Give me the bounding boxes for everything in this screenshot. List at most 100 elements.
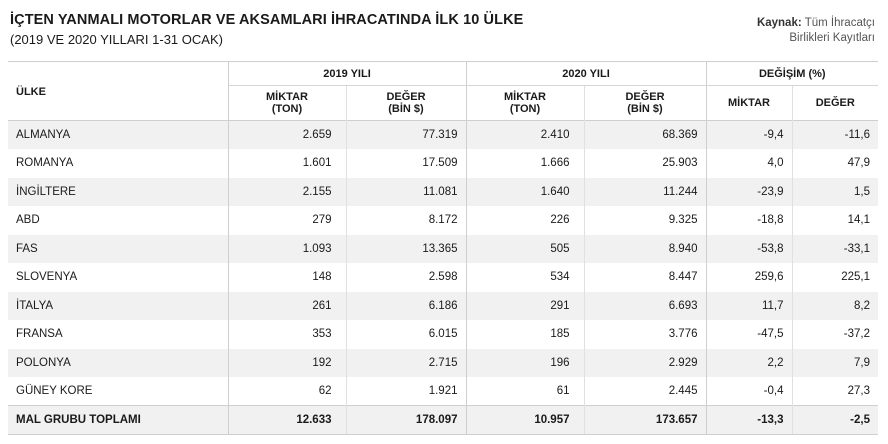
change-qty-cell: -9,4 — [705, 120, 792, 149]
value-2020-cell: 3.776 — [583, 320, 706, 349]
table-row: ROMANYA 1.601 17.509 1.666 25.903 4,0 47… — [8, 149, 878, 178]
header-2019-qty: MİKTAR (TON) — [227, 85, 346, 121]
table-row: İTALYA 261 6.186 291 6.693 11,7 8,2 — [8, 291, 878, 320]
header-country: ÜLKE — [16, 86, 46, 98]
table-row: ABD 279 8.172 226 9.325 -18,8 14,1 — [8, 206, 878, 235]
source-label: Kaynak: — [756, 17, 802, 29]
source-line-2: Birlikleri Kayıtları — [789, 32, 875, 44]
country-cell: İNGİLTERE — [8, 177, 228, 206]
change-qty-cell: -18,8 — [705, 206, 792, 235]
change-qty-cell: -47,5 — [705, 320, 792, 349]
value-2019-cell: 6.186 — [345, 291, 466, 320]
change-value-cell: 47,9 — [791, 149, 878, 178]
value-2020-cell: 2.445 — [583, 377, 706, 406]
value-2019-cell: 1.921 — [345, 377, 466, 406]
qty-2020-cell: 226 — [465, 206, 584, 235]
table-row: SLOVENYA 148 2.598 534 8.447 259,6 225,1 — [8, 263, 878, 292]
value-2020-cell: 25.903 — [583, 149, 706, 178]
value-2019-cell: 11.081 — [345, 177, 466, 206]
change-value-cell: 8,2 — [791, 291, 878, 320]
change-qty-cell: 2,2 — [705, 348, 792, 377]
value-2019-cell: 2.598 — [345, 263, 466, 292]
qty-2019-cell: 261 — [227, 291, 346, 320]
value-2020-cell: 2.929 — [583, 348, 706, 377]
change-value-cell: 7,9 — [791, 348, 878, 377]
value-2019-cell: 13.365 — [345, 234, 466, 263]
change-qty-cell: 259,6 — [705, 263, 792, 292]
export-table: ÜLKE 2019 YILI 2020 YILI DEĞİŞİM (%) MİK… — [8, 61, 878, 435]
qty-2020-cell: 1.666 — [465, 149, 584, 178]
table-subtitle: (2019 VE 2020 YILLARI 1-31 OCAK) — [10, 32, 223, 47]
value-2020-cell: 6.693 — [583, 291, 706, 320]
table-row: GÜNEY KORE 62 1.921 61 2.445 -0,4 27,3 — [8, 377, 878, 406]
total-qty-2020-cell: 10.957 — [465, 405, 584, 435]
country-cell: ALMANYA — [8, 120, 228, 149]
qty-2020-cell: 505 — [465, 234, 584, 263]
total-value-2020-cell: 173.657 — [583, 405, 706, 435]
qty-2020-cell: 185 — [465, 320, 584, 349]
source-line-1: Tüm İhracatçı — [804, 17, 875, 29]
total-qty-2019-cell: 12.633 — [227, 405, 346, 435]
qty-2020-cell: 291 — [465, 291, 584, 320]
country-cell: POLONYA — [8, 348, 228, 377]
qty-2019-cell: 2.659 — [227, 120, 346, 149]
country-cell: ABD — [16, 214, 40, 227]
value-2020-cell: 9.325 — [583, 206, 706, 235]
country-cell: GÜNEY KORE — [16, 385, 93, 397]
header-group-2020: 2020 YILI — [465, 61, 706, 86]
change-qty-cell: -53,8 — [705, 234, 792, 263]
qty-2019-cell: 1.093 — [227, 234, 346, 263]
header-2020-qty: MİKTAR (TON) — [465, 85, 584, 121]
table-title: İÇTEN YANMALI MOTORLAR VE AKSAMLARI İHRA… — [10, 12, 524, 28]
total-label-cell: MAL GRUBU TOPLAMI — [8, 405, 228, 435]
header-change-value: DEĞER — [791, 85, 878, 121]
value-2020-cell: 8.447 — [583, 263, 706, 292]
header-group-change: DEĞİŞİM (%) — [705, 61, 878, 86]
value-2019-cell: 6.015 — [345, 320, 466, 349]
table-row: FAS 1.093 13.365 505 8.940 -53,8 -33,1 — [8, 234, 878, 263]
value-2019-cell: 2.715 — [345, 348, 466, 377]
change-value-cell: -33,1 — [791, 234, 878, 263]
change-value-cell: 14,1 — [791, 206, 878, 235]
change-value-cell: -37,2 — [791, 320, 878, 349]
change-qty-cell: 4,0 — [705, 149, 792, 178]
header-2019-value: DEĞER (BİN $) — [345, 85, 466, 121]
qty-2019-cell: 279 — [227, 206, 346, 235]
qty-2019-cell: 2.155 — [227, 177, 346, 206]
table-row: İNGİLTERE 2.155 11.081 1.640 11.244 -23,… — [8, 177, 878, 206]
table-row: POLONYA 192 2.715 196 2.929 2,2 7,9 — [8, 348, 878, 377]
change-value-cell: 1,5 — [791, 177, 878, 206]
country-cell: ROMANYA — [16, 157, 74, 170]
qty-2020-cell: 61 — [465, 377, 584, 406]
qty-2020-cell: 196 — [465, 348, 584, 377]
value-2020-cell: 68.369 — [583, 120, 706, 149]
change-qty-cell: -0,4 — [705, 377, 792, 406]
header-group-2019: 2019 YILI — [227, 61, 466, 86]
qty-2019-cell: 1.601 — [227, 149, 346, 178]
qty-2020-cell: 2.410 — [465, 120, 584, 149]
country-cell: FAS — [8, 234, 228, 263]
value-2020-cell: 8.940 — [583, 234, 706, 263]
qty-2019-cell: 148 — [227, 263, 346, 292]
qty-2019-cell: 62 — [227, 377, 346, 406]
value-2019-cell: 8.172 — [345, 206, 466, 235]
country-cell: İTALYA — [8, 291, 228, 320]
qty-2020-cell: 534 — [465, 263, 584, 292]
table-row: FRANSA 353 6.015 185 3.776 -47,5 -37,2 — [8, 320, 878, 349]
value-2019-cell: 17.509 — [345, 149, 466, 178]
total-value-2019-cell: 178.097 — [345, 405, 466, 435]
qty-2019-cell: 353 — [227, 320, 346, 349]
total-row: MAL GRUBU TOPLAMI 12.633 178.097 10.957 … — [8, 405, 878, 435]
change-value-cell: 225,1 — [791, 263, 878, 292]
header-2020-value: DEĞER (BİN $) — [583, 85, 706, 121]
qty-2019-cell: 192 — [227, 348, 346, 377]
total-change-qty-cell: -13,3 — [705, 405, 792, 435]
country-cell: SLOVENYA — [16, 271, 78, 284]
country-cell: FRANSA — [16, 328, 63, 341]
table-header: ÜLKE 2019 YILI 2020 YILI DEĞİŞİM (%) MİK… — [8, 61, 878, 121]
change-value-cell: 27,3 — [791, 377, 878, 406]
qty-2020-cell: 1.640 — [465, 177, 584, 206]
change-qty-cell: 11,7 — [705, 291, 792, 320]
change-qty-cell: -23,9 — [705, 177, 792, 206]
change-value-cell: -11,6 — [791, 120, 878, 149]
